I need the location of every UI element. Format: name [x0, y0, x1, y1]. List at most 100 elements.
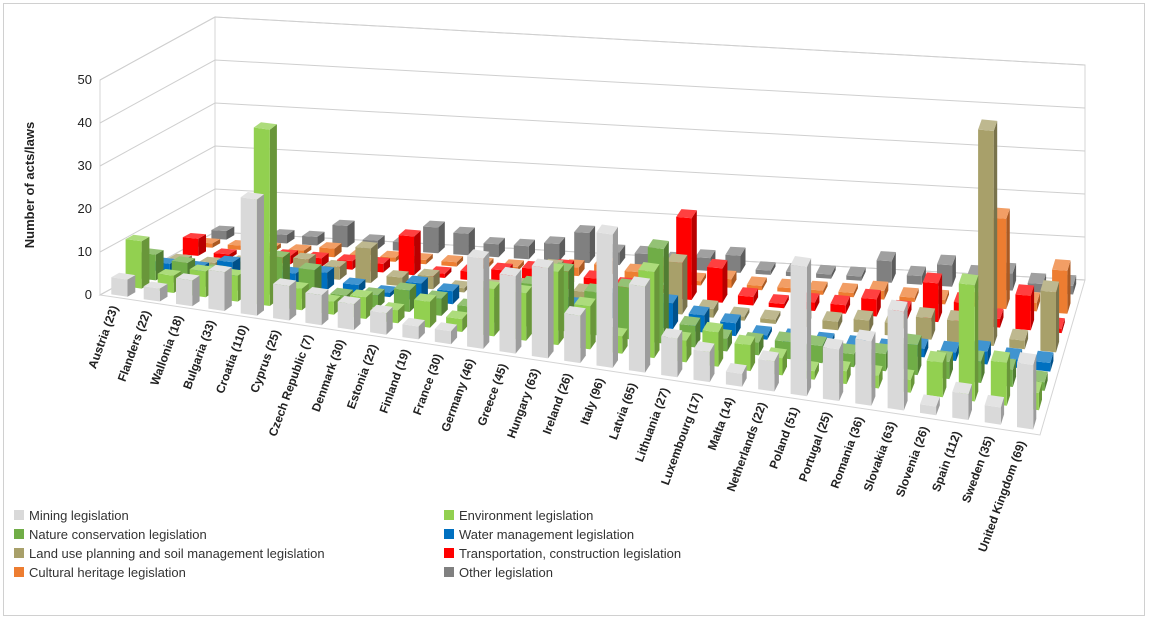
category-label: Finland (19)	[377, 347, 413, 415]
bar-side	[921, 266, 926, 285]
bar-top	[661, 328, 683, 339]
bar	[398, 229, 421, 276]
bar-top	[926, 350, 947, 363]
bar-side	[718, 323, 724, 367]
bar-front	[386, 276, 403, 287]
bar-front	[661, 336, 678, 378]
bar-top	[596, 224, 618, 235]
bar-front	[111, 277, 128, 297]
bar-top	[176, 273, 200, 281]
bar-front	[853, 319, 870, 334]
bar-side	[619, 244, 626, 266]
bar-side	[758, 333, 764, 356]
bar-side	[784, 295, 789, 309]
legend: Mining legislation Environment legislatio…	[14, 508, 681, 580]
legend-item: Other legislation	[444, 565, 553, 580]
bar-side	[256, 194, 264, 316]
bar-front	[855, 338, 872, 406]
bar-front	[227, 244, 243, 251]
y-tick-label: 30	[78, 158, 92, 173]
bar-side	[377, 235, 385, 250]
bar-top	[349, 289, 373, 298]
bar-top	[217, 255, 241, 263]
bar-top	[868, 280, 889, 291]
bar-side	[938, 273, 943, 323]
bar-side	[334, 243, 342, 258]
bar-side	[430, 295, 437, 328]
y-axis: 0 10 20 30 40 50	[78, 72, 92, 302]
bar-front	[370, 310, 387, 335]
bar-side	[483, 251, 490, 349]
bar	[822, 337, 844, 401]
bar-front	[816, 273, 832, 279]
bar-side	[903, 301, 908, 411]
bar	[423, 220, 445, 254]
bar-side	[226, 226, 235, 240]
bar-top	[288, 244, 312, 251]
legend-swatch	[444, 510, 454, 520]
bar-side	[526, 286, 532, 341]
bar-side	[774, 352, 779, 392]
bar-side	[838, 312, 843, 331]
bar-top	[499, 266, 522, 277]
bar-top	[693, 341, 715, 352]
bar-side	[515, 269, 522, 354]
gridline	[99, 59, 1086, 124]
bar-side	[347, 220, 355, 248]
bar-top	[171, 256, 196, 263]
bar	[1034, 350, 1054, 372]
bar-top	[386, 270, 409, 278]
bar-top	[702, 321, 724, 333]
bar-top	[305, 287, 329, 296]
bar-front	[958, 283, 975, 402]
bar-top	[937, 254, 956, 266]
bar	[853, 309, 874, 334]
bar-front	[984, 405, 1001, 425]
bar	[453, 226, 475, 256]
bar	[760, 309, 781, 324]
bar-side	[339, 261, 347, 280]
bar-side	[558, 264, 564, 346]
bar-side	[1033, 354, 1037, 430]
bar-top	[774, 331, 796, 343]
bar-side	[1056, 281, 1060, 353]
bar-front	[777, 287, 793, 293]
bar-top	[240, 192, 264, 200]
bar-top	[513, 238, 535, 247]
bar-top	[355, 241, 378, 249]
bar	[915, 307, 936, 340]
category-label: Croatia (110)	[213, 323, 251, 395]
bar-side	[418, 320, 425, 340]
bar-front	[176, 278, 193, 307]
bar-front	[499, 273, 516, 354]
legend-item: Environment legislation	[444, 508, 593, 523]
bar-top	[807, 280, 828, 291]
bar-side	[590, 298, 596, 350]
y-tick-label: 0	[85, 287, 92, 302]
legend-swatch	[14, 510, 24, 520]
bar-side	[878, 366, 883, 389]
bar-front	[1034, 361, 1051, 372]
bar-top	[1017, 352, 1037, 365]
bar-side	[917, 335, 922, 376]
bar-side	[853, 283, 858, 298]
legend-swatch	[444, 548, 454, 558]
y-tick-label: 50	[78, 72, 92, 87]
bar	[302, 230, 325, 246]
bar-top	[398, 229, 421, 237]
bar	[755, 261, 776, 275]
bar	[1040, 280, 1060, 353]
gridline	[99, 188, 1086, 253]
bar-side	[823, 281, 828, 295]
bar-front	[830, 303, 846, 314]
bar-front	[915, 316, 932, 340]
bar-front	[305, 292, 322, 326]
bar-front	[402, 324, 419, 340]
bar-top	[1027, 272, 1047, 284]
bar-side	[987, 341, 991, 365]
bar-side	[907, 301, 912, 320]
bar-front	[628, 284, 645, 373]
bar	[143, 281, 168, 302]
bar-side	[462, 312, 469, 332]
bar-top	[838, 343, 859, 355]
